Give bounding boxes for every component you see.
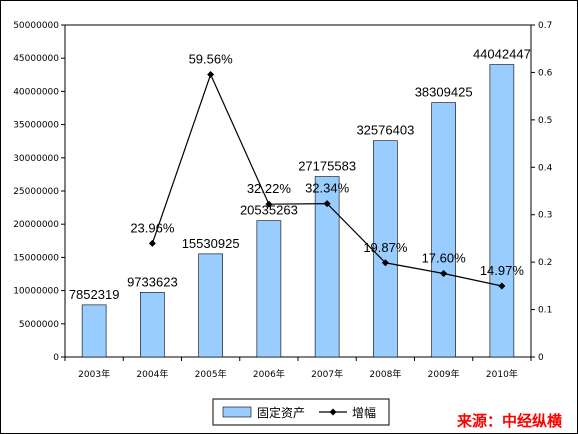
legend: 固定资产 增幅: [212, 398, 390, 426]
x-axis-category-label: 2004年: [136, 368, 168, 380]
right-axis-tick-label: 0.4: [538, 163, 553, 173]
bar-data-label: 9733623: [127, 274, 178, 289]
bar: [140, 292, 165, 358]
x-axis-category-label: 2009年: [428, 368, 460, 380]
plot-border: [64, 24, 532, 358]
bar: [431, 102, 456, 358]
right-axis-tick-label: 0.2: [538, 258, 552, 268]
bar: [489, 64, 515, 358]
bar-data-label: 32576403: [356, 123, 414, 138]
x-axis-category-label: 2007年: [311, 368, 343, 380]
left-axis-tick-label: 30000000: [13, 154, 59, 164]
bar-data-label: 44042447: [473, 47, 531, 62]
left-axis: 0 5000000 10000000 15000000 20000000 25000000…: [13, 21, 65, 363]
x-axis-category-label: 2005年: [195, 368, 227, 380]
left-axis-tick-label: 45000000: [13, 54, 59, 64]
data-labels: 7852319 9733623 15530925 20535263 27175583 32…: [69, 47, 531, 302]
plot-area: [64, 24, 532, 358]
x-axis: 2003年 2004年 2005年 2006年 2007年 2008年 2009年 2010年: [64, 357, 532, 380]
left-axis-tick-label: 5000000: [19, 320, 59, 330]
legend-line-marker: [329, 408, 337, 416]
bar-data-label: 20535263: [240, 203, 298, 218]
x-axis-category-label: 2008年: [369, 368, 401, 380]
line-data-label: 17.60%: [422, 251, 467, 266]
legend-line-label: 增幅: [352, 405, 376, 420]
line-data-label: 32.22%: [247, 181, 292, 196]
bar: [256, 220, 282, 358]
left-axis-tick-label: 25000000: [13, 187, 59, 197]
right-axis-tick-label: 0.7: [538, 21, 552, 31]
line-marker: [207, 71, 215, 79]
left-axis-tick-label: 15000000: [13, 253, 59, 263]
right-axis-tick-label: 0.3: [538, 211, 552, 221]
line-data-label: 19.87%: [363, 240, 408, 255]
bar: [81, 304, 107, 358]
legend-bar-swatch: [222, 406, 252, 418]
bar-data-label: 38309425: [415, 85, 473, 100]
bar-data-label: 15530925: [182, 236, 240, 251]
bar-series: [81, 64, 515, 358]
line-marker: [381, 259, 389, 267]
bar: [373, 140, 398, 358]
line-marker: [498, 282, 506, 290]
line-marker: [148, 239, 156, 247]
line-data-label: 14.97%: [480, 263, 525, 278]
left-axis-tick-label: 50000000: [13, 21, 59, 31]
right-axis-tick-label: 0.5: [538, 116, 552, 126]
bar: [198, 253, 223, 358]
right-axis-tick-label: 0.6: [538, 68, 553, 78]
x-axis-category-label: 2003年: [78, 368, 110, 380]
line-series: [148, 71, 506, 290]
line-data-label: 59.56%: [189, 52, 234, 67]
left-axis-tick-label: 20000000: [13, 220, 59, 230]
left-axis-tick-label: 40000000: [13, 87, 59, 97]
line-marker: [265, 200, 273, 208]
left-axis-tick-label: 0: [53, 353, 59, 363]
line-data-label: 23.96%: [130, 220, 175, 235]
source-label: 来源：中经纵横: [456, 412, 563, 430]
line-data-label: 32.34%: [305, 181, 350, 196]
left-axis-tick-label: 35000000: [13, 121, 59, 131]
left-axis-tick-label: 10000000: [13, 287, 59, 297]
bar-data-label: 27175583: [298, 159, 356, 174]
right-axis-tick-label: 0: [538, 353, 544, 363]
line-marker: [323, 200, 331, 208]
right-axis: 0 0.1 0.2 0.3 0.4 0.5 0.6 0.7: [531, 21, 553, 363]
legend-bar-label: 固定资产: [257, 405, 305, 420]
right-axis-tick-label: 0.1: [538, 306, 552, 316]
x-axis-category-label: 2006年: [253, 368, 285, 380]
x-axis-category-label: 2010年: [486, 368, 518, 380]
line-marker: [440, 270, 448, 278]
bar-data-label: 7852319: [69, 287, 120, 302]
